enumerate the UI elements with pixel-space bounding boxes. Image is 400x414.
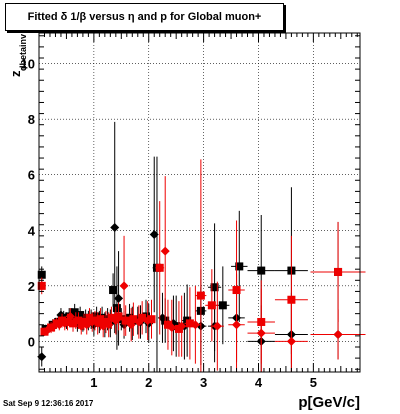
- data-point-diamond: [232, 320, 242, 330]
- data-point-diamond: [143, 316, 153, 326]
- chart-title: Fitted δ 1/β versus η and p for Global m…: [27, 11, 262, 23]
- data-point-square: [79, 317, 88, 326]
- x-axis-label: p[GeV/c]: [298, 394, 360, 411]
- data-point-square: [96, 315, 105, 324]
- data-point-diamond: [177, 321, 187, 331]
- data-point-diamond: [286, 336, 296, 346]
- x-tick-label: 2: [145, 375, 152, 390]
- data-point-diamond: [71, 316, 81, 326]
- data-point-diamond: [167, 323, 177, 333]
- data-point-square: [174, 324, 183, 333]
- y-tick-label: 6: [28, 168, 35, 183]
- data-point-square: [69, 319, 78, 328]
- data-point-diamond: [111, 316, 121, 326]
- data-point-square: [147, 315, 156, 324]
- data-point-diamond: [160, 246, 170, 256]
- data-point-square: [76, 311, 85, 320]
- x-tick-label: 3: [200, 375, 207, 390]
- series-3: [42, 176, 366, 372]
- data-point-square: [334, 267, 343, 276]
- data-point-square: [114, 312, 123, 321]
- y-tick-label: 4: [28, 223, 36, 238]
- datestamp: Sat Sep 9 12:36:16 2017: [3, 399, 94, 408]
- data-point-diamond: [60, 318, 70, 328]
- y-axis-label-main: z: [8, 70, 23, 78]
- data-point-diamond: [42, 325, 52, 335]
- y-tick-label: 8: [28, 112, 35, 127]
- data-point-square: [101, 317, 110, 326]
- data-point-square: [121, 316, 130, 325]
- y-axis-label-subscript: dbetainv: [18, 33, 28, 71]
- data-point-diamond: [149, 229, 159, 239]
- data-point-diamond: [119, 281, 129, 291]
- data-point-square: [287, 295, 296, 304]
- series-0: [37, 156, 366, 372]
- data-point-diamond: [126, 320, 136, 330]
- data-point-square: [58, 316, 67, 325]
- data-point-square: [129, 315, 138, 324]
- data-point-diamond: [134, 317, 144, 327]
- data-point-square: [112, 304, 121, 313]
- data-point-square: [155, 263, 164, 272]
- data-series: [37, 121, 366, 372]
- axes: 1 2 3 4 5 0 2 4 6 8 10: [21, 33, 360, 390]
- data-point-diamond: [190, 320, 200, 330]
- data-point-diamond: [256, 328, 266, 338]
- data-point-square: [218, 301, 227, 310]
- chart-title-box: Fitted δ 1/β versus η and p for Global m…: [5, 3, 284, 31]
- data-point-square: [37, 281, 46, 290]
- x-tick-label: 4: [255, 375, 263, 390]
- x-tick-label: 1: [90, 375, 97, 390]
- data-point-square: [107, 313, 116, 322]
- data-point-diamond: [104, 320, 114, 330]
- data-point-diamond: [110, 223, 120, 233]
- data-point-square: [163, 320, 172, 329]
- y-tick-label: 0: [28, 334, 35, 349]
- data-point-diamond: [333, 329, 343, 339]
- data-point-diamond: [212, 321, 222, 331]
- data-point-diamond: [65, 311, 75, 321]
- data-point-square: [196, 291, 205, 300]
- y-tick-label: 2: [28, 279, 35, 294]
- data-point-diamond: [114, 293, 124, 303]
- data-point-square: [207, 301, 216, 310]
- series-2: [37, 159, 366, 372]
- data-point-square: [185, 319, 194, 328]
- data-point-square: [37, 270, 46, 279]
- data-point-square: [85, 313, 94, 322]
- data-point-square: [70, 308, 79, 317]
- y-tick-label: 10: [21, 57, 35, 72]
- y-axis-label: z dbetainv: [2, 25, 32, 99]
- data-point-square: [138, 313, 147, 322]
- x-tick-label: 5: [310, 375, 317, 390]
- data-point-square: [109, 286, 118, 295]
- data-point-square: [257, 266, 266, 275]
- data-point-square: [235, 262, 244, 271]
- data-point-square: [210, 283, 219, 292]
